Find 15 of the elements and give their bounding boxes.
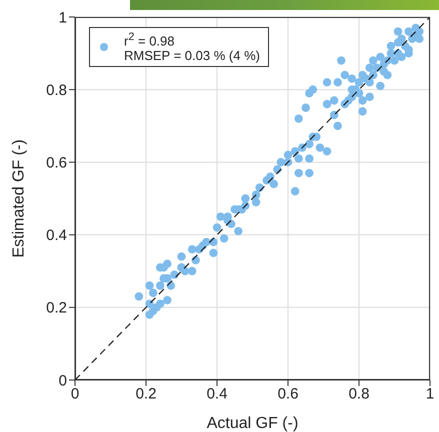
x-tick-label: 1 [426, 386, 434, 403]
y-tick-label: 0.8 [46, 82, 67, 99]
x-tick-label: 0.8 [348, 386, 370, 403]
legend-label: r$^{2}$ = 0.98 RMSEP = 0.03 % (4 %) [124, 31, 260, 64]
y-tick-label: 0.2 [46, 300, 67, 317]
x-tick-label: 0 [70, 386, 80, 403]
x-axis-title: Actual GF (-) [206, 415, 298, 432]
x-tick-label: 0.6 [278, 386, 298, 403]
x-tick-label: 0.2 [136, 386, 156, 403]
y-tick-label: 0 [58, 372, 67, 390]
y-tick-label: 0.4 [46, 227, 67, 244]
y-tick-label: 0.6 [46, 154, 67, 172]
y-axis-title: Estimated GF (-) [10, 139, 28, 258]
x-tick-label: 0.4 [206, 386, 228, 403]
y-tick-label: 1 [58, 9, 67, 26]
